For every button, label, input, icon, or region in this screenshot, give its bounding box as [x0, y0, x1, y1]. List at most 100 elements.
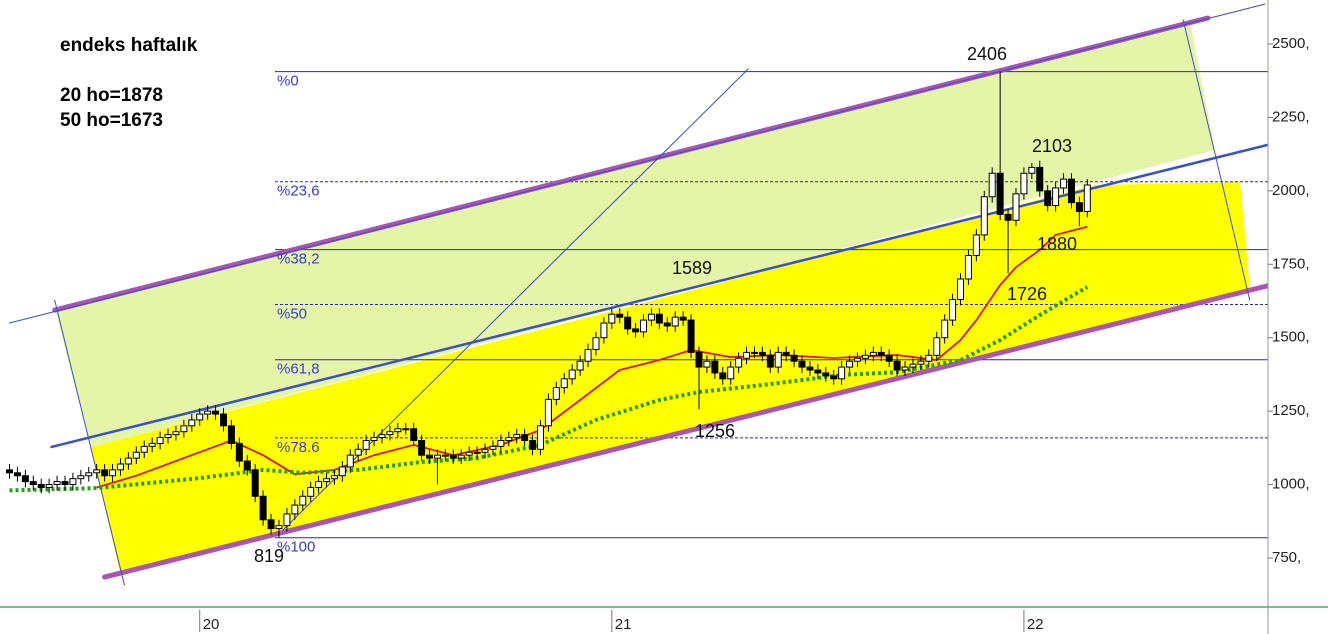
candle-body	[188, 419, 196, 427]
candle-body	[212, 410, 220, 415]
annotation: 1256	[695, 421, 735, 441]
candle-body	[846, 360, 854, 368]
candle-body	[766, 354, 774, 368]
annotation: 819	[254, 546, 284, 566]
candle-body	[227, 425, 235, 444]
candle-body	[37, 484, 45, 488]
candle-body	[13, 472, 21, 477]
candle-body	[774, 351, 782, 368]
candle-body	[275, 525, 283, 530]
candle-body	[972, 234, 980, 256]
fib-label: %61,8	[277, 361, 320, 378]
candle-body	[1060, 178, 1068, 189]
candle-body	[529, 439, 537, 450]
candle-body	[45, 484, 53, 488]
candle-body	[1020, 172, 1028, 195]
candle-body	[957, 278, 965, 301]
fib-label: %100	[277, 539, 315, 556]
candle-body	[608, 313, 616, 324]
candle-body	[109, 469, 117, 477]
fib-label: %23,6	[277, 183, 320, 200]
candle-body	[235, 442, 243, 462]
candle-body	[505, 437, 513, 441]
candle-body	[116, 463, 124, 471]
info-line: 20 ho=1878	[60, 85, 163, 106]
candle-body	[560, 378, 568, 389]
fib-label: %38,2	[277, 251, 320, 268]
candle-body	[679, 316, 687, 321]
candle-body	[124, 457, 132, 465]
candle-body	[85, 472, 93, 477]
candle-body	[735, 357, 743, 368]
candle-body	[988, 172, 996, 198]
y-tick-label: 2250,	[1272, 108, 1310, 125]
candle-body	[592, 337, 600, 350]
candle-body	[1004, 213, 1012, 221]
y-tick-label: 2000,	[1272, 182, 1310, 199]
candle-body	[616, 313, 624, 318]
candle-body	[164, 434, 172, 439]
candle-body	[600, 322, 608, 339]
candle-body	[838, 366, 846, 380]
candle-body	[346, 454, 354, 468]
candle-body	[640, 319, 648, 333]
candle-body	[362, 439, 370, 450]
candle-body	[196, 413, 204, 421]
info-line: 50 ho=1673	[60, 110, 163, 131]
candle-body	[869, 351, 877, 356]
candle-body	[457, 454, 465, 459]
candle-body	[980, 196, 988, 236]
candle-body	[473, 451, 481, 454]
candle-body	[521, 434, 529, 441]
candle-body	[671, 316, 679, 327]
candle-body	[552, 387, 560, 400]
annotation: 1880	[1037, 234, 1077, 254]
candle-body	[743, 351, 751, 359]
candle-body	[853, 357, 861, 362]
candle-body	[77, 475, 85, 480]
candle-body	[243, 460, 251, 471]
x-tick-label: 21	[615, 616, 632, 633]
candle-body	[93, 469, 101, 474]
candle-body	[830, 375, 838, 380]
y-tick-label: 1750,	[1272, 255, 1310, 272]
candle-body	[1075, 202, 1083, 212]
y-tick-label: 1000,	[1272, 476, 1310, 493]
candle-body	[703, 360, 711, 368]
candle-body	[386, 431, 394, 436]
candle-body	[465, 451, 473, 456]
candle-body	[441, 454, 449, 457]
candle-body	[1012, 193, 1020, 221]
candle-body	[489, 445, 497, 450]
candle-body	[259, 495, 267, 521]
trend-line	[9, 3, 1266, 324]
candle-body	[251, 469, 259, 497]
y-tick-label: 2500,	[1272, 35, 1310, 52]
candle-body	[901, 366, 909, 371]
candle-body	[497, 439, 505, 447]
trend-line	[1182, 19, 1251, 301]
candle-body	[1052, 187, 1060, 207]
candle-body	[61, 481, 69, 486]
candle-body	[917, 360, 925, 365]
trend-line	[102, 283, 1268, 580]
candle-body	[909, 363, 917, 368]
candle-body	[925, 354, 933, 362]
annotation: 1589	[672, 258, 712, 278]
candle-body	[1083, 184, 1091, 212]
labels: 750, 1000, 1250, 1500, 1750, 2000, 2250, 2500, 2…	[199, 35, 1310, 633]
candle-body	[711, 360, 719, 374]
trend-line	[52, 15, 1211, 313]
candle-body	[584, 348, 592, 362]
y-tick-label: 750,	[1272, 549, 1301, 566]
candle-body	[330, 475, 338, 480]
candle-body	[1044, 190, 1052, 207]
y-tick-label: 1500,	[1272, 329, 1310, 346]
candle-body	[180, 425, 188, 433]
candle-body	[299, 495, 307, 506]
candle-body	[758, 351, 766, 356]
annotation: 1726	[1007, 284, 1047, 304]
candle-body	[394, 428, 402, 433]
candle-body	[53, 481, 61, 486]
candle-body	[172, 431, 180, 436]
